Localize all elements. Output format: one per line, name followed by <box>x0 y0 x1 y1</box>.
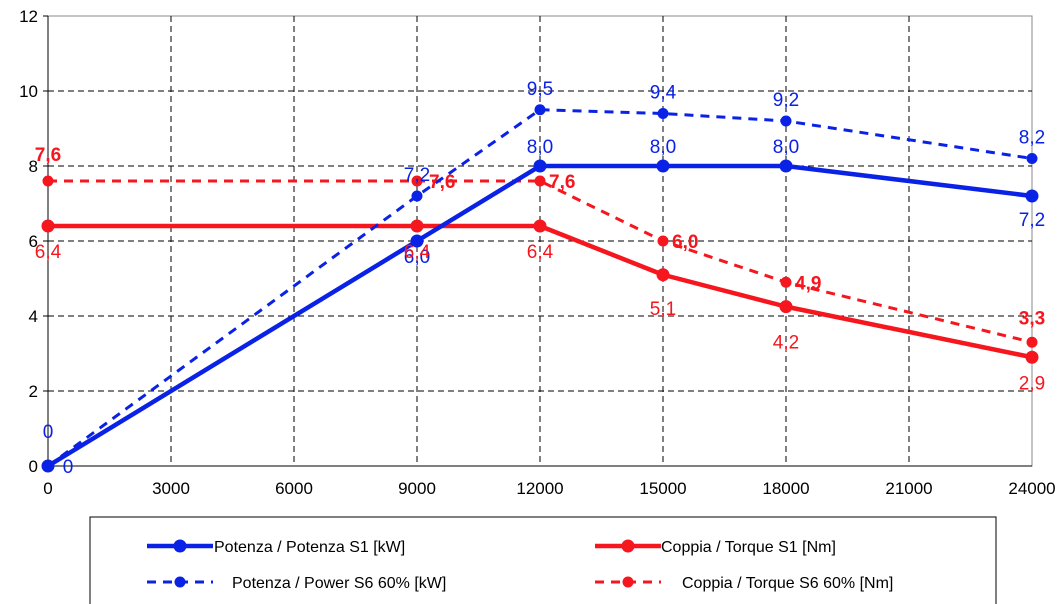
series-area <box>41 104 1039 473</box>
data-label: 5,1 <box>650 299 676 320</box>
legend-item: Potenza / Power S6 60% [kW] <box>147 575 446 592</box>
data-label: 7,2 <box>404 165 430 186</box>
data-label: 4,9 <box>795 273 821 294</box>
data-point <box>657 108 669 119</box>
data-point <box>41 219 55 233</box>
data-label: 7,6 <box>429 172 455 193</box>
data-labels: 06,08,0 8,0 8,07,207,29,5 9,4 9,28,26,4 6,4 6,… <box>35 79 1045 478</box>
data-point <box>656 268 670 282</box>
axes: 0 3000 6000 9000 12000 15000 18000 21000 2400002… <box>19 7 1056 498</box>
data-label: 3,3 <box>1019 308 1045 329</box>
series-2 <box>41 219 1039 364</box>
x-tick-label: 9000 <box>398 479 436 498</box>
legend-item: Coppia / Torque S6 60% [Nm] <box>595 575 893 592</box>
data-label: 7,6 <box>35 145 61 166</box>
data-label: 9,4 <box>650 83 677 104</box>
data-point <box>534 175 546 187</box>
data-point <box>780 115 792 127</box>
legend: Potenza / Potenza S1 [kW] Coppia / Torque… <box>89 516 997 604</box>
data-label: 6,0 <box>404 247 430 268</box>
data-point <box>533 159 547 173</box>
data-label: 9,5 <box>527 79 553 100</box>
legend-swatch-marker <box>173 539 187 553</box>
data-label: 9,2 <box>773 90 799 111</box>
x-tick-label: 21000 <box>885 479 932 498</box>
data-point <box>657 235 669 247</box>
data-point <box>411 190 423 202</box>
legend-swatch-marker <box>174 576 186 588</box>
data-point <box>42 460 54 472</box>
x-tick-label: 15000 <box>639 479 686 498</box>
series-line <box>48 179 1033 344</box>
legend-box <box>89 516 997 604</box>
x-tick-label: 3000 <box>152 479 190 498</box>
data-label: 6,0 <box>672 232 698 253</box>
series-line <box>48 223 1033 360</box>
y-tick-label: 10 <box>19 82 38 101</box>
data-label: 7,6 <box>549 172 575 193</box>
legend-swatch-marker <box>622 576 634 588</box>
data-label: 6,4 <box>35 242 62 263</box>
data-point <box>410 234 424 248</box>
data-label: 0 <box>43 422 54 443</box>
data-label: 4,2 <box>773 333 799 354</box>
data-point <box>656 159 670 173</box>
x-tick-label: 6000 <box>275 479 313 498</box>
legend-label: Potenza / Power S6 60% [kW] <box>232 575 446 592</box>
data-point <box>534 104 546 116</box>
data-point <box>1026 336 1038 348</box>
x-tick-label: 24000 <box>1008 479 1055 498</box>
legend-item: Coppia / Torque S1 [Nm] <box>595 539 836 556</box>
y-tick-label: 12 <box>19 7 38 26</box>
data-point <box>780 276 792 288</box>
legend-item: Potenza / Potenza S1 [kW] <box>147 539 405 556</box>
data-label: 6,4 <box>527 242 554 263</box>
data-point <box>1025 350 1039 364</box>
y-tick-label: 2 <box>29 382 38 401</box>
data-point <box>1026 153 1038 164</box>
grid <box>47 15 1033 467</box>
legend-items: Potenza / Potenza S1 [kW] Coppia / Torque… <box>147 539 893 592</box>
y-tick-label: 0 <box>29 457 38 476</box>
y-tick-label: 8 <box>29 157 38 176</box>
data-point <box>410 219 424 233</box>
data-label: 8,2 <box>1019 128 1045 149</box>
data-label: 8,0 <box>773 137 799 158</box>
data-label: 8,0 <box>527 137 553 158</box>
y-tick-label: 4 <box>29 307 38 326</box>
data-point <box>411 175 423 187</box>
data-point <box>533 219 547 233</box>
legend-label: Coppia / Torque S6 60% [Nm] <box>682 575 893 592</box>
data-point <box>42 175 54 187</box>
data-label: 2,9 <box>1019 373 1045 394</box>
y-tick-label: 6 <box>29 232 38 251</box>
x-tick-label: 0 <box>43 479 52 498</box>
data-point <box>1025 189 1039 203</box>
data-label: 6,4 <box>404 242 431 263</box>
data-label: 0 <box>63 457 74 478</box>
legend-label: Potenza / Potenza S1 [kW] <box>214 539 405 556</box>
legend-label: Coppia / Torque S1 [Nm] <box>661 539 836 556</box>
legend-swatch-marker <box>621 539 635 553</box>
series-1 <box>42 104 1038 472</box>
data-point <box>779 159 793 173</box>
series-3 <box>42 175 1038 348</box>
x-tick-label: 18000 <box>762 479 809 498</box>
data-label: 8,0 <box>650 137 676 158</box>
x-tick-label: 12000 <box>516 479 563 498</box>
series-line <box>46 163 1033 468</box>
data-point <box>779 300 793 314</box>
data-label: 7,2 <box>1019 210 1045 231</box>
